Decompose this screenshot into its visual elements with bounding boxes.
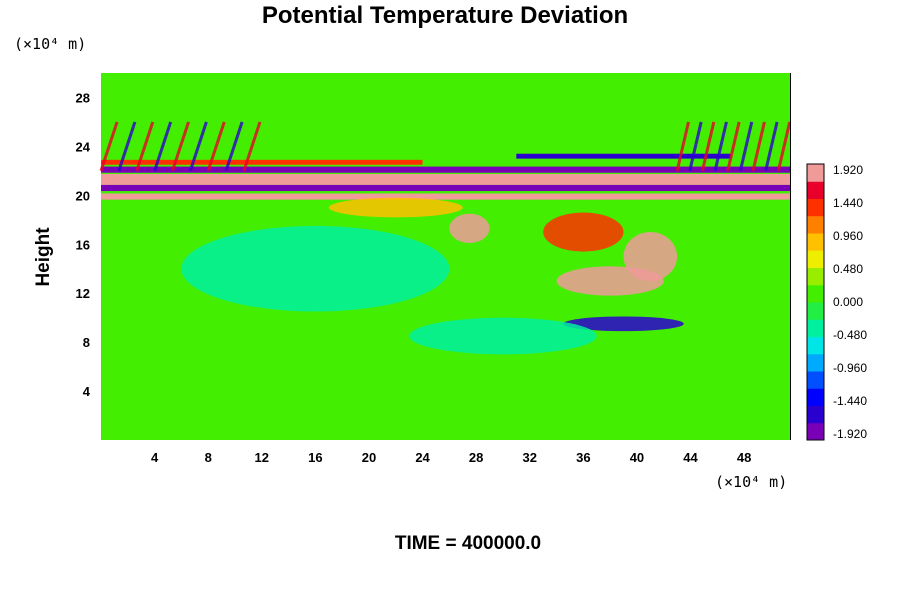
colorbar-swatch [807,284,824,303]
y-tick-label: 20 [76,188,90,203]
y-axis-label: Height [33,227,54,287]
y-tick-label: 8 [83,335,90,350]
x-tick-label: 16 [308,450,322,465]
colorbar-swatch [807,319,824,337]
x-tick-label: 4 [151,450,159,465]
colorbar-label: 1.440 [833,196,863,210]
y-tick-label: 24 [76,139,91,154]
field-wave [675,121,690,172]
field-band [101,184,791,192]
colorbar-swatch [807,371,824,389]
colorbar-label: 0.480 [833,262,863,276]
field-band [101,159,423,165]
colorbar-label: 1.920 [833,163,863,177]
colorbar-label: -1.440 [833,394,867,408]
field-wave [688,121,703,172]
time-label: TIME = 400000.0 [395,533,541,554]
field-wave [117,121,137,172]
field-wave [206,121,226,172]
colorbar-swatch [807,405,824,424]
field-wave [713,121,728,172]
x-tick-label: 24 [415,450,430,465]
colorbar-swatch [807,353,824,372]
x-tick-label: 28 [469,450,483,465]
colorbar-swatch [807,164,824,182]
x-tick-label: 40 [630,450,644,465]
colorbar-swatch [807,336,824,355]
field-wave [751,121,766,172]
field-anomaly [409,317,597,355]
x-tick-label: 36 [576,450,590,465]
x-axis: 4 8 12 16 20 24 28 32 36 40 44 48 [151,450,751,465]
x-tick-label: 48 [737,450,751,465]
field-wave [726,121,741,172]
field-band [101,173,791,185]
chart-title: Potential Temperature Deviation [262,2,628,29]
y-tick-label: 28 [76,90,90,105]
colorbar-label: -1.920 [833,427,867,441]
x-unit-label: (×10⁴ m) [715,473,787,491]
y-tick-label: 16 [76,237,90,252]
colorbar-label: 0.960 [833,229,863,243]
y-unit-label: (×10⁴ m) [14,35,86,53]
colorbar-swatch [807,181,824,199]
field-band [516,153,731,159]
colorbar-swatch [807,302,824,320]
x-tick-label: 8 [205,450,212,465]
colorbar-swatch [807,267,824,286]
plot-area [99,73,792,440]
colorbar-swatch [807,422,824,441]
field-anomaly [181,225,450,312]
colorbar-label: -0.960 [833,361,867,375]
colorbar-swatch [807,250,824,268]
x-tick-label: 44 [683,450,698,465]
field-anomaly [328,197,463,218]
colorbar-swatch [807,388,824,406]
colorbar: 1.920 1.440 0.960 0.480 0.000 -0.480 -0.960 -1.… [806,163,867,441]
y-axis: 4 8 12 16 20 24 28 [76,90,91,399]
colorbar-swatch [807,215,824,234]
x-tick-label: 12 [255,450,269,465]
colorbar-label: -0.480 [833,328,867,342]
field-wave [99,121,119,172]
field-wave [764,121,779,172]
colorbar-label: 0.000 [833,295,863,309]
field-wave [188,121,208,172]
field-wave [738,121,754,172]
field-band [101,193,791,200]
field-wave [700,121,716,172]
field-anomaly [563,316,684,332]
field-anomaly [623,232,678,281]
field-wave [242,121,262,172]
colorbar-frame [806,163,825,441]
field-anomaly [449,213,490,244]
field-anomaly [543,212,624,252]
field-wave [171,121,190,172]
x-tick-label: 32 [523,450,537,465]
field-wave [153,121,173,172]
colorbar-swatch [807,233,824,251]
heatmap-field [99,121,792,355]
x-tick-label: 20 [362,450,376,465]
field-wave [135,121,155,172]
y-tick-label: 12 [76,286,90,301]
field-band [101,166,791,173]
colorbar-swatch [807,198,824,217]
field-wave [776,121,792,172]
y-tick-label: 4 [83,384,91,399]
field-wave [224,121,244,172]
